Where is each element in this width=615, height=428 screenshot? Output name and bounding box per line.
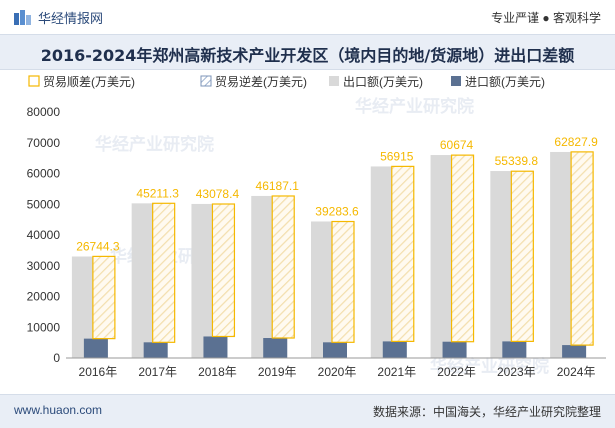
- surplus-bar: [211, 203, 236, 338]
- legend: 贸易顺差(万美元) 贸易逆差(万美元) 出口额(万美元) 进口额(万美元): [28, 74, 545, 89]
- surplus-value-label: 46187.1: [256, 179, 300, 193]
- import-bar: [143, 342, 168, 358]
- x-tick-label: 2020年: [318, 365, 357, 379]
- y-tick-label: 0: [53, 351, 60, 365]
- import-bar: [382, 341, 407, 358]
- x-tick-label: 2019年: [258, 365, 297, 379]
- legend-swatch-3: [329, 76, 339, 86]
- surplus-bar: [271, 195, 295, 339]
- surplus-bar: [331, 220, 355, 343]
- x-tick-label: 2023年: [497, 365, 536, 379]
- y-tick-label: 40000: [27, 228, 61, 242]
- surplus-bar: [391, 165, 415, 342]
- x-tick-label: 2018年: [198, 365, 237, 379]
- chart: 华经产业研究院华经产业研究院华经产业研究院华经产业研究院 贸易顺差(万美元)贸易…: [27, 74, 606, 379]
- chart-title: 2016-2024年郑州高新技术产业开发区（境内目的地/货源地）进出口差额: [40, 46, 575, 65]
- x-tick-label: 2024年: [557, 365, 596, 379]
- footer: www.huaon.com 数据来源：中国海关，华经产业研究院整理: [0, 394, 615, 428]
- legend-label-4: 进口额(万美元): [465, 75, 545, 89]
- surplus-value-label: 60674: [440, 138, 474, 152]
- legend-swatch-4: [451, 76, 461, 86]
- brand-name: 华经情报网: [38, 11, 104, 26]
- import-bar: [323, 342, 347, 358]
- surplus-bar: [152, 202, 176, 343]
- legend-label-1: 贸易顺差(万美元): [43, 75, 135, 89]
- surplus-value-label: 39283.6: [315, 205, 359, 219]
- legend-label-2: 贸易逆差(万美元): [215, 74, 307, 89]
- bars: 26744.3 45211.3 43078.4 46187.1 39283.6 56915…: [71, 135, 598, 358]
- y-tick-label: 60000: [27, 167, 61, 181]
- surplus-value-label: 26744.3: [76, 239, 120, 253]
- surplus-value-label: 62827.9: [554, 135, 598, 149]
- legend-swatch-1: [28, 75, 40, 87]
- import-bar: [502, 341, 527, 358]
- legend-swatch-2: [200, 75, 212, 87]
- tagline: 专业严谨 ● 客观科学: [491, 11, 601, 25]
- brand: 华经情报网: [14, 8, 103, 27]
- watermark-text: 华经产业研究院: [355, 96, 474, 117]
- surplus-bar: [510, 170, 534, 342]
- x-tick-label: 2017年: [138, 365, 177, 379]
- x-tick-label: 2016年: [79, 365, 118, 379]
- legend-label-3: 出口额(万美元): [343, 75, 423, 89]
- huajing-logo-icon: [14, 9, 31, 25]
- surplus-value-label: 45211.3: [136, 186, 179, 200]
- data-source: 数据来源：中国海关，华经产业研究院整理: [372, 405, 601, 419]
- import-bar: [203, 336, 228, 358]
- surplus-value-label: 55339.8: [495, 154, 539, 168]
- watermark-text: 华经产业研究院: [430, 356, 549, 377]
- title-bar: 2016-2024年郑州高新技术产业开发区（境内目的地/货源地）进出口差额: [0, 34, 615, 70]
- surplus-bar: [92, 255, 116, 340]
- y-tick-label: 10000: [27, 320, 61, 334]
- top-bar: 华经情报网 专业严谨 ● 客观科学: [0, 0, 615, 34]
- y-tick-label: 20000: [27, 290, 61, 304]
- x-tick-label: 2021年: [377, 365, 416, 379]
- y-axis: 0 10000 20000 30000 40000 50000 60000 70000 8000…: [27, 105, 61, 365]
- y-tick-label: 70000: [27, 136, 61, 150]
- x-axis: 2016年 2017年 2018年 2019年 2020年 2021年 2022年 2023年…: [66, 357, 606, 379]
- footer-url[interactable]: www.huaon.com: [14, 403, 103, 417]
- surplus-bar: [570, 151, 594, 346]
- import-bar: [263, 338, 288, 358]
- import-bar: [562, 345, 587, 358]
- surplus-bar: [450, 154, 475, 343]
- y-tick-label: 80000: [27, 105, 61, 119]
- watermark-text: 华经产业研究院: [95, 134, 214, 155]
- import-bar: [83, 338, 108, 358]
- y-tick-label: 50000: [27, 197, 61, 211]
- import-bar: [442, 341, 467, 358]
- y-tick-label: 30000: [27, 259, 61, 273]
- surplus-value-label: 43078.4: [196, 187, 240, 201]
- surplus-value-label: 56915: [380, 149, 414, 163]
- x-tick-label: 2022年: [437, 365, 476, 379]
